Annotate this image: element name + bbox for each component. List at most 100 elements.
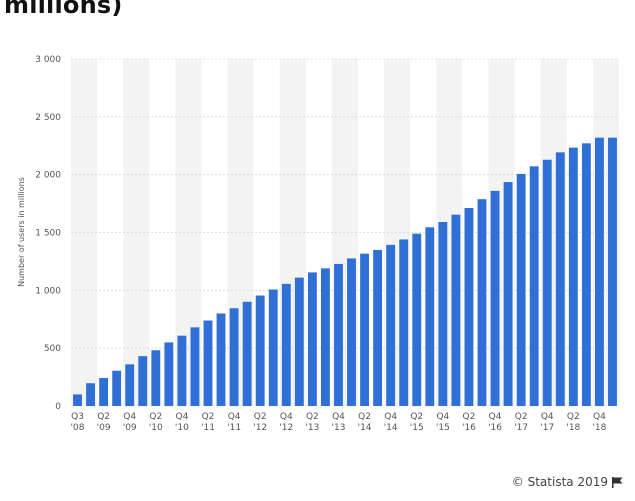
bar[interactable] bbox=[347, 258, 356, 406]
x-axis-ticks: Q3'08Q2'09Q4'09Q2'10Q4'10Q2'11Q4'11Q2'12… bbox=[71, 412, 607, 433]
x-tick-label: Q2 bbox=[567, 412, 580, 422]
bar[interactable] bbox=[412, 233, 422, 406]
y-tick-label: 2 000 bbox=[35, 171, 61, 181]
x-tick-year: '15 bbox=[436, 423, 450, 433]
bar[interactable] bbox=[268, 289, 278, 406]
x-tick-label: Q4 bbox=[175, 412, 188, 422]
x-tick-label: Q2 bbox=[97, 412, 110, 422]
bar[interactable] bbox=[255, 295, 265, 406]
x-tick-label: Q4 bbox=[332, 412, 345, 422]
bar[interactable] bbox=[138, 356, 148, 406]
gridlines bbox=[71, 58, 619, 349]
bar[interactable] bbox=[542, 159, 552, 406]
x-tick-year: '18 bbox=[566, 423, 580, 433]
y-tick-label: 1 000 bbox=[35, 286, 61, 296]
x-tick-year: '08 bbox=[71, 423, 85, 433]
bar[interactable] bbox=[229, 308, 239, 406]
x-tick-label: Q2 bbox=[202, 412, 215, 422]
statista-credit[interactable]: © Statista 2019 bbox=[512, 475, 623, 489]
y-axis-ticks: 0 500 1 000 1 500 2 000 2 500 3 000 bbox=[35, 55, 61, 412]
bar[interactable] bbox=[73, 394, 82, 406]
bar[interactable] bbox=[581, 143, 591, 407]
x-tick-year: '10 bbox=[149, 423, 163, 433]
x-tick-label: Q4 bbox=[541, 412, 554, 422]
x-tick-year: '12 bbox=[253, 423, 267, 433]
bar[interactable] bbox=[334, 263, 343, 406]
bar[interactable] bbox=[216, 313, 226, 406]
y-tick-label: 3 000 bbox=[35, 55, 61, 65]
bar[interactable] bbox=[125, 364, 135, 406]
bar[interactable] bbox=[438, 221, 448, 406]
bar[interactable] bbox=[529, 166, 539, 406]
x-tick-year: '09 bbox=[97, 423, 111, 433]
bar[interactable] bbox=[86, 383, 96, 406]
bar[interactable] bbox=[307, 272, 317, 406]
x-tick-year: '14 bbox=[358, 423, 372, 433]
bar[interactable] bbox=[360, 253, 370, 406]
x-tick-label: Q2 bbox=[254, 412, 267, 422]
x-tick-label: Q2 bbox=[306, 412, 319, 422]
bar[interactable] bbox=[164, 342, 174, 406]
bar[interactable] bbox=[203, 320, 213, 406]
x-tick-label: Q2 bbox=[149, 412, 162, 422]
y-axis-label: Number of users in millions bbox=[17, 177, 26, 287]
bar[interactable] bbox=[177, 335, 187, 406]
x-tick-year: '12 bbox=[279, 423, 293, 433]
x-tick-label: Q4 bbox=[280, 412, 293, 422]
x-tick-year: '11 bbox=[201, 423, 215, 433]
x-tick-year: '13 bbox=[305, 423, 319, 433]
bars bbox=[73, 137, 617, 407]
bar[interactable] bbox=[190, 327, 200, 406]
bar[interactable] bbox=[594, 137, 604, 407]
y-tick-label: 0 bbox=[55, 402, 61, 412]
bar[interactable] bbox=[568, 147, 578, 407]
x-tick-year: '09 bbox=[123, 423, 137, 433]
bar[interactable] bbox=[503, 182, 513, 406]
x-tick-label: Q4 bbox=[123, 412, 136, 422]
credit-text: © Statista 2019 bbox=[511, 475, 608, 489]
x-tick-label: Q2 bbox=[463, 412, 476, 422]
bar[interactable] bbox=[451, 214, 461, 406]
x-tick-year: '15 bbox=[410, 423, 424, 433]
bar[interactable] bbox=[425, 227, 435, 406]
x-tick-year: '18 bbox=[592, 423, 606, 433]
x-tick-label: Q4 bbox=[593, 412, 606, 422]
bar[interactable] bbox=[555, 152, 565, 406]
bar[interactable] bbox=[490, 190, 500, 406]
x-tick-year: '16 bbox=[462, 423, 476, 433]
x-tick-year: '11 bbox=[227, 423, 241, 433]
bar[interactable] bbox=[373, 249, 383, 406]
bar[interactable] bbox=[608, 137, 617, 407]
x-tick-label: Q4 bbox=[489, 412, 502, 422]
x-tick-year: '17 bbox=[514, 423, 528, 433]
y-tick-label: 500 bbox=[44, 344, 61, 354]
flag-icon[interactable] bbox=[612, 476, 623, 488]
x-tick-year: '10 bbox=[175, 423, 189, 433]
bar[interactable] bbox=[386, 244, 396, 406]
chart-title: millions) bbox=[4, 0, 123, 19]
x-tick-year: '16 bbox=[488, 423, 502, 433]
x-tick-year: '13 bbox=[332, 423, 346, 433]
y-tick-label: 2 500 bbox=[35, 113, 61, 123]
bar[interactable] bbox=[242, 301, 252, 406]
x-tick-label: Q4 bbox=[436, 412, 449, 422]
x-tick-label: Q3 bbox=[71, 412, 84, 422]
bar[interactable] bbox=[399, 239, 409, 406]
bar[interactable] bbox=[112, 370, 122, 406]
bar[interactable] bbox=[151, 350, 161, 406]
x-tick-label: Q2 bbox=[358, 412, 371, 422]
bar[interactable] bbox=[99, 378, 109, 406]
bar[interactable] bbox=[281, 283, 291, 406]
x-tick-label: Q4 bbox=[384, 412, 397, 422]
bar[interactable] bbox=[516, 173, 526, 406]
bar[interactable] bbox=[477, 199, 487, 406]
x-tick-year: '14 bbox=[384, 423, 398, 433]
bar[interactable] bbox=[294, 277, 304, 406]
bar[interactable] bbox=[320, 268, 330, 406]
x-tick-label: Q2 bbox=[515, 412, 528, 422]
x-tick-label: Q2 bbox=[410, 412, 423, 422]
bar[interactable] bbox=[464, 207, 474, 406]
x-tick-year: '17 bbox=[540, 423, 554, 433]
y-tick-label: 1 500 bbox=[35, 229, 61, 239]
